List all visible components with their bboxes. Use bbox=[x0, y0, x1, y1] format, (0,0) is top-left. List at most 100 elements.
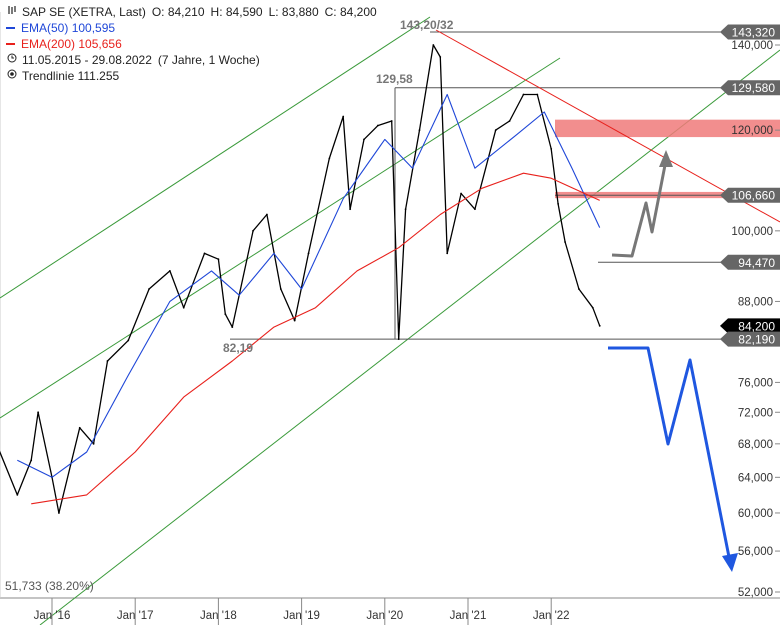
x-tick-label-0: Jan '16 bbox=[34, 610, 71, 622]
legend-row-range: 11.05.2015 - 29.08.2022 (7 Jahre, 1 Woch… bbox=[6, 52, 377, 68]
x-tick-label-1: Jan '17 bbox=[117, 610, 154, 622]
y-tick-label-8: 60,000 bbox=[738, 508, 773, 520]
series-line-2 bbox=[31, 172, 600, 505]
price-point-16 bbox=[231, 326, 234, 329]
legend-low: L: 83,880 bbox=[268, 5, 319, 19]
price-tag-label-0: 143,320 bbox=[732, 26, 776, 40]
legend-open: O: 84,210 bbox=[151, 5, 205, 19]
price-point-18 bbox=[266, 213, 268, 216]
legend-range-span: (7 Jahre, 1 Woche) bbox=[157, 53, 260, 67]
scenario-arrow-up bbox=[611, 150, 673, 258]
price-point-24 bbox=[349, 208, 352, 211]
legend-ema200-value: 105,656 bbox=[78, 37, 122, 51]
price-tag-1 bbox=[720, 80, 780, 96]
price-point-12 bbox=[182, 306, 185, 309]
annotation-high: 143,20/32 bbox=[400, 18, 454, 32]
legend-range: 11.05.2015 - 29.08.2022 bbox=[22, 53, 152, 67]
price-tag-label-1: 129,580 bbox=[732, 81, 776, 95]
y-tick-label-7: 64,000 bbox=[738, 472, 773, 484]
price-point-29 bbox=[404, 208, 407, 211]
y-tick-label-3: 88,000 bbox=[738, 296, 773, 308]
x-tick-label-5: Jan '21 bbox=[450, 610, 487, 622]
legend-ema200-label: EMA(200) bbox=[21, 37, 76, 51]
price-point-1 bbox=[16, 493, 19, 496]
price-tag-label-2: 106,660 bbox=[732, 189, 776, 203]
x-tick-label-2: Jan '18 bbox=[200, 610, 237, 622]
candle-icon bbox=[6, 4, 18, 20]
price-point-44 bbox=[591, 306, 594, 309]
down-scenario-path bbox=[608, 346, 732, 563]
y-tick-label-0: 140,000 bbox=[731, 40, 773, 52]
price-point-3 bbox=[37, 411, 40, 414]
price-tag-0 bbox=[720, 24, 780, 40]
price-tag-5 bbox=[720, 331, 780, 347]
legend-trend-label: Trendlinie bbox=[22, 69, 75, 83]
resistance-zone-0 bbox=[555, 119, 780, 138]
price-tag-2 bbox=[720, 187, 780, 203]
y-tick-label-9: 56,000 bbox=[738, 546, 773, 558]
price-point-9 bbox=[127, 339, 130, 342]
price-point-23 bbox=[342, 115, 345, 118]
y-tick-label-6: 68,000 bbox=[738, 439, 773, 451]
price-levels bbox=[230, 31, 725, 340]
legend-trend-value: 111.255 bbox=[77, 69, 120, 83]
scenario-arrow-down bbox=[608, 346, 738, 572]
price-point-17 bbox=[252, 229, 254, 232]
legend-row-ema200: EMA(200) 105,656 bbox=[6, 36, 377, 52]
price-point-43 bbox=[578, 288, 580, 290]
annotation-fib-low: 51,733 (38.20%) bbox=[5, 579, 94, 593]
price-point-20 bbox=[293, 319, 296, 322]
series-line-1 bbox=[17, 93, 601, 478]
annotation-129: 129,58 bbox=[376, 72, 413, 86]
price-point-40 bbox=[550, 147, 553, 150]
price-point-13 bbox=[203, 252, 206, 255]
price-point-6 bbox=[78, 426, 81, 429]
x-tick-label-6: Jan '22 bbox=[533, 610, 570, 622]
price-point-34 bbox=[460, 192, 462, 195]
price-point-45 bbox=[598, 324, 601, 327]
series-line-0 bbox=[0, 44, 601, 514]
downtrend-line bbox=[435, 29, 780, 223]
up-scenario-path bbox=[611, 159, 668, 258]
price-point-14 bbox=[217, 258, 220, 261]
price-point-21 bbox=[307, 252, 310, 255]
ema200-swatch bbox=[6, 43, 15, 45]
price-tag-4 bbox=[720, 318, 780, 334]
price-tag-label-4: 84,200 bbox=[738, 319, 775, 333]
y-axis: 140,000 120,000 100,000 88,000 76,000 72,000 6… bbox=[731, 40, 780, 599]
price-point-28 bbox=[397, 338, 400, 341]
price-point-33 bbox=[446, 252, 449, 255]
price-point-19 bbox=[279, 288, 282, 290]
ema50-swatch bbox=[6, 27, 15, 29]
up-arrowhead-icon bbox=[659, 150, 673, 167]
y-tick-label-4: 76,000 bbox=[738, 377, 773, 389]
price-point-7 bbox=[92, 442, 95, 445]
legend-close: C: 84,200 bbox=[324, 5, 377, 19]
x-tick-label-4: Jan '20 bbox=[366, 610, 403, 622]
price-point-27 bbox=[390, 120, 393, 122]
price-point-22 bbox=[328, 157, 331, 160]
channel-upper-line bbox=[0, 16, 431, 299]
y-tick-label-10: 52,000 bbox=[738, 587, 773, 599]
price-point-25 bbox=[363, 138, 365, 141]
annotation-82: 82,19 bbox=[223, 341, 253, 355]
y-tick-label-5: 72,000 bbox=[738, 407, 773, 419]
target-icon bbox=[6, 68, 18, 84]
chart-legend: SAP SE (XETRA, Last) O: 84,210 H: 84,590… bbox=[6, 4, 377, 84]
price-point-31 bbox=[432, 44, 435, 46]
legend-row-trend: Trendlinie 111.255 bbox=[6, 68, 377, 84]
price-point-11 bbox=[168, 270, 171, 272]
price-point-5 bbox=[58, 512, 60, 514]
legend-ema50-value: 100,595 bbox=[71, 21, 116, 35]
price-point-36 bbox=[494, 129, 497, 132]
clock-icon bbox=[6, 52, 18, 68]
legend-row-price: SAP SE (XETRA, Last) O: 84,210 H: 84,590… bbox=[6, 4, 377, 20]
x-axis: Jan '16 Jan '17 Jan '18 Jan '19 Jan '20 Jan '… bbox=[34, 598, 570, 625]
price-point-35 bbox=[474, 208, 476, 211]
price-point-10 bbox=[148, 288, 150, 290]
x-tick-label-3: Jan '19 bbox=[283, 610, 320, 622]
legend-title: SAP SE (XETRA, Last) bbox=[22, 5, 146, 19]
channel-middle-line bbox=[0, 57, 561, 419]
